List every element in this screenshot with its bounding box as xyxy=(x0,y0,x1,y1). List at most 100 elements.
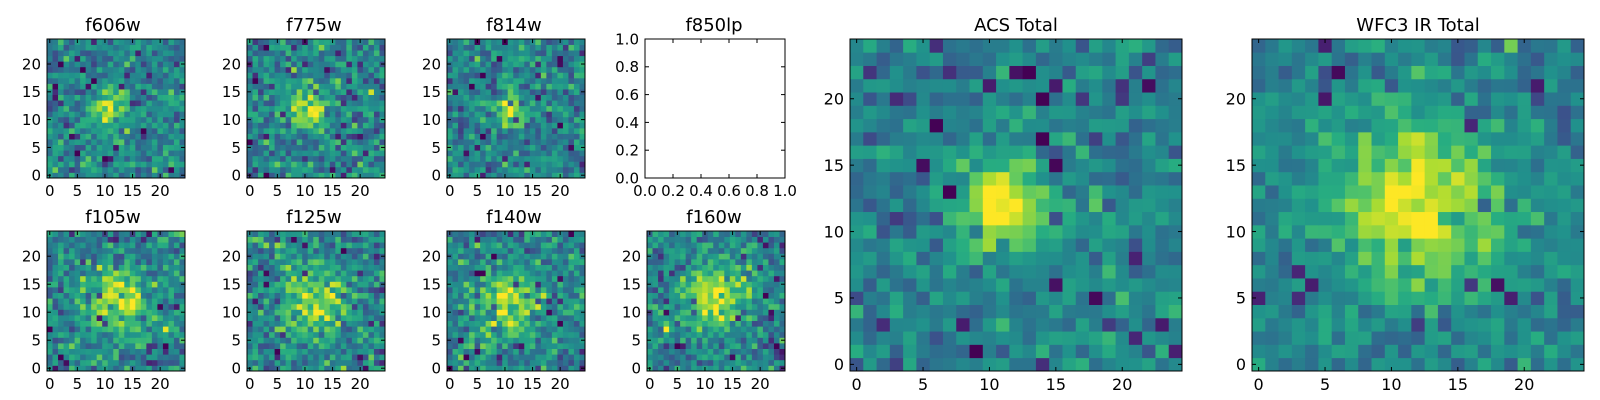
heatmap-cell xyxy=(351,231,358,237)
heatmap-cell xyxy=(368,287,375,293)
heatmap-cell xyxy=(362,55,369,62)
heatmap-cell xyxy=(69,127,75,134)
heatmap-cell xyxy=(274,236,281,243)
heatmap-cell xyxy=(313,253,320,260)
heatmap-cell xyxy=(91,231,98,237)
heatmap-cell xyxy=(707,231,714,237)
heatmap-cell xyxy=(535,100,542,107)
heatmap-cell xyxy=(724,259,731,265)
y-tick-label: 5 xyxy=(431,332,441,350)
heatmap-cell xyxy=(302,354,309,361)
heatmap-cell xyxy=(491,39,498,45)
heatmap-cell xyxy=(568,242,575,249)
heatmap-cell xyxy=(58,270,64,277)
heatmap-cell xyxy=(491,166,498,173)
heatmap-cell xyxy=(129,139,136,146)
heatmap-cell xyxy=(135,264,142,271)
heatmap-cell xyxy=(74,348,81,355)
heatmap-cell xyxy=(269,105,275,112)
heatmap-cell xyxy=(179,259,186,265)
heatmap-cell xyxy=(546,287,553,293)
heatmap-cell xyxy=(551,133,558,140)
heatmap-cell xyxy=(313,259,320,265)
heatmap-cell xyxy=(502,253,509,260)
heatmap-cell xyxy=(903,331,917,345)
heatmap-cell xyxy=(707,331,714,338)
heatmap-cell xyxy=(162,365,169,372)
heatmap-cell xyxy=(151,253,158,260)
heatmap-cell xyxy=(69,247,75,254)
heatmap-cell xyxy=(507,292,514,299)
heatmap-cell xyxy=(518,100,525,107)
heatmap-cell xyxy=(91,264,98,271)
heatmap-cell xyxy=(91,94,98,101)
heatmap-cell xyxy=(502,44,509,51)
heatmap-cell xyxy=(1035,198,1050,213)
heatmap-cell xyxy=(162,264,169,271)
heatmap-cell xyxy=(447,326,453,333)
heatmap-cell xyxy=(996,251,1010,266)
heatmap-cell xyxy=(302,287,309,293)
heatmap-cell xyxy=(91,111,98,118)
heatmap-cell xyxy=(340,66,347,73)
heatmap-cell xyxy=(1049,357,1063,372)
heatmap-cell xyxy=(107,298,114,305)
heatmap-cell xyxy=(463,359,470,366)
heatmap-cell xyxy=(368,298,375,305)
heatmap-cell xyxy=(296,50,303,57)
heatmap-cell xyxy=(285,77,292,84)
heatmap-cell xyxy=(280,94,287,101)
heatmap-cell xyxy=(773,298,780,305)
heatmap-cell xyxy=(96,343,103,349)
heatmap-cell xyxy=(685,281,692,288)
heatmap-cell xyxy=(474,127,481,134)
heatmap-cell xyxy=(463,259,470,265)
heatmap-cell xyxy=(568,66,575,73)
heatmap-cell xyxy=(252,259,259,265)
heatmap-cell xyxy=(335,303,342,310)
heatmap-cell xyxy=(85,89,92,95)
heatmap-cell xyxy=(146,89,153,95)
heatmap-cell xyxy=(157,309,164,316)
heatmap-cell xyxy=(863,278,877,292)
heatmap-cell xyxy=(368,105,375,112)
x-tick-label: 15 xyxy=(323,375,342,393)
heatmap-cell xyxy=(942,278,957,292)
heatmap-cell xyxy=(458,359,464,366)
heatmap-cell xyxy=(274,264,281,271)
heatmap-cell xyxy=(373,127,380,134)
heatmap-cell xyxy=(151,359,158,366)
heatmap-cell xyxy=(107,133,114,140)
heatmap-cell xyxy=(85,343,92,349)
heatmap-cell xyxy=(274,303,281,310)
heatmap-cell xyxy=(658,253,664,260)
heatmap-cell xyxy=(302,155,309,162)
heatmap-cell xyxy=(357,89,364,95)
heatmap-cell xyxy=(691,287,698,293)
heatmap-cell xyxy=(507,331,514,338)
heatmap-cell xyxy=(557,150,564,157)
heatmap-cell xyxy=(546,320,553,327)
heatmap-cell xyxy=(713,253,720,260)
heatmap-cell xyxy=(335,127,342,134)
heatmap-cell xyxy=(179,231,186,237)
heatmap-cell xyxy=(313,94,320,101)
heatmap-cell xyxy=(69,270,75,277)
heatmap-cell xyxy=(146,320,153,327)
heatmap-cell xyxy=(557,287,564,293)
heatmap-cell xyxy=(496,83,503,90)
heatmap-cell xyxy=(458,326,464,333)
heatmap-cell xyxy=(540,247,547,254)
heatmap-cell xyxy=(573,231,580,237)
heatmap-cell xyxy=(1128,238,1143,252)
heatmap-cell xyxy=(751,253,758,260)
heatmap-cell xyxy=(252,287,259,293)
heatmap-cell xyxy=(58,111,64,118)
heatmap-cell xyxy=(485,55,492,62)
heatmap-cell xyxy=(91,122,98,129)
heatmap-cell xyxy=(69,139,75,146)
heatmap-cell xyxy=(102,275,109,282)
panel-f850lp: 0.0 0.2 0.4 0.6 0.8 1.00.00.20.40.60.81.0 xyxy=(615,30,797,200)
heatmap-cell xyxy=(80,55,87,62)
heatmap-cell xyxy=(491,44,498,51)
